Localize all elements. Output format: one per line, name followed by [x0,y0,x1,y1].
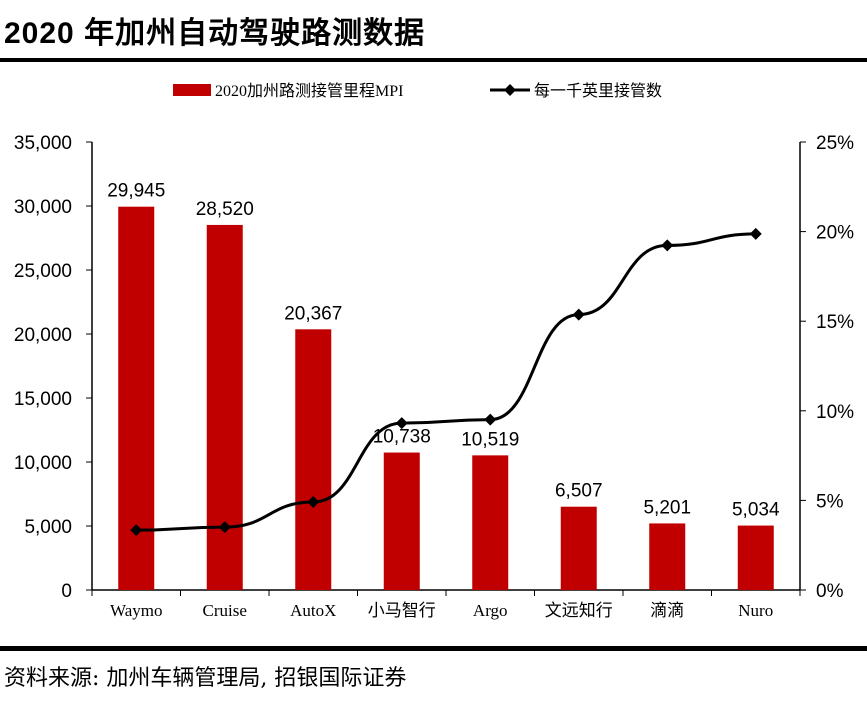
bar-data-label: 20,367 [284,303,342,324]
line-marker [218,521,231,534]
left-tick-label: 0 [61,581,72,602]
left-tick-label: 30,000 [14,197,72,218]
line-marker [307,496,320,509]
x-category-label: Argo [473,601,508,620]
right-tick-label: 20% [816,223,854,244]
line-marker [130,524,143,537]
x-category-label: 滴滴 [650,601,684,620]
bar-data-label: 5,034 [732,500,780,521]
line-marker [749,227,762,240]
right-tick-label: 25% [816,133,854,154]
left-tick-label: 35,000 [14,133,72,154]
legend-bar-label: 2020加州路测接管里程MPI [215,82,403,100]
legend-bar-swatch [173,84,211,96]
right-tick-label: 15% [816,312,854,333]
source-note: 资料来源: 加州车辆管理局, 招银国际证券 [4,666,407,691]
left-tick-label: 15,000 [14,389,72,410]
bar-data-label: 28,520 [196,199,254,220]
x-category-label: 小马智行 [368,601,436,620]
bar-data-label: 10,519 [461,429,519,450]
line-marker [661,239,674,252]
left-tick-label: 20,000 [14,325,72,346]
x-category-label: Nuro [738,601,773,620]
bar-data-label: 29,945 [107,181,165,202]
line-marker [484,413,497,426]
x-category-label: Cruise [203,601,247,620]
legend-line-marker [504,84,516,96]
bar [649,523,686,590]
top-divider [0,58,867,62]
bar [206,224,243,590]
left-tick-label: 5,000 [24,517,72,538]
left-tick-label: 25,000 [14,261,72,282]
bar [472,455,509,590]
bar-data-label: 6,507 [555,481,603,502]
bottom-divider [0,646,867,651]
bar [383,452,420,590]
bar [737,525,774,590]
bar [295,329,332,590]
bar [560,506,597,590]
line-marker [572,308,585,321]
right-tick-label: 10% [816,402,854,423]
line-marker [395,417,408,430]
bar-data-label: 5,201 [643,497,691,518]
right-tick-label: 0% [816,581,844,602]
bar-data-label: 10,738 [373,427,431,448]
x-category-label: AutoX [290,601,336,620]
line-series [136,232,756,532]
x-category-label: Waymo [110,601,162,620]
x-category-label: 文远知行 [545,601,613,620]
legend-line-label: 每一千英里接管数 [534,82,662,100]
right-tick-label: 5% [816,491,844,512]
page-title: 2020 年加州自动驾驶路测数据 [4,17,426,50]
left-tick-label: 10,000 [14,453,72,474]
